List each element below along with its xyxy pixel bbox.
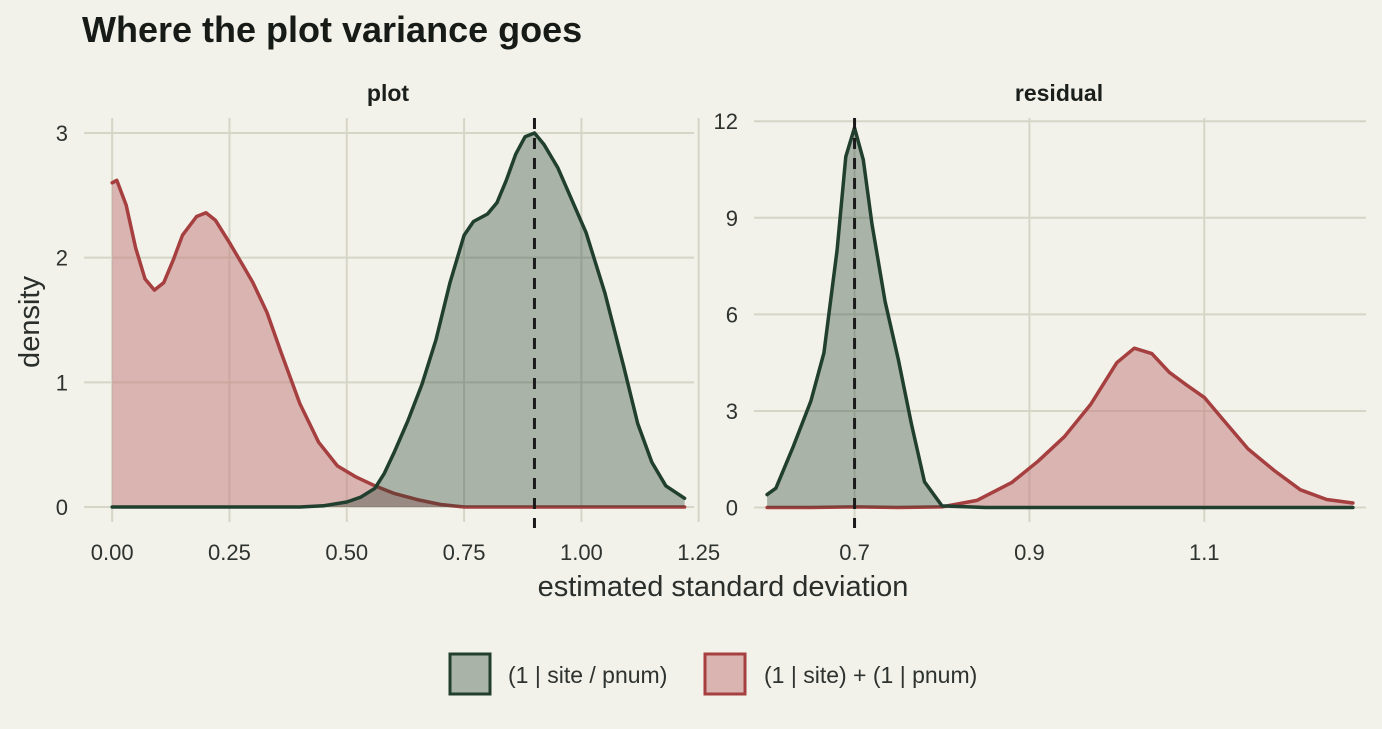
legend-label-nested: (1 | site / pnum) xyxy=(508,662,667,688)
x-tick-label: 0.00 xyxy=(91,540,134,565)
y-axis-title: density xyxy=(14,276,46,368)
x-tick-label: 1.1 xyxy=(1189,540,1220,565)
density-line-crossed xyxy=(765,346,1355,510)
density-area-crossed xyxy=(767,348,1353,508)
legend-key-crossed xyxy=(703,652,747,696)
density-line-nested xyxy=(110,131,687,509)
panel-residual: residual 0.7 0.9 1.1 0 3 6 9 12 xyxy=(714,80,1366,565)
x-tick-label: 0.75 xyxy=(443,540,486,565)
legend: (1 | site / pnum) (1 | site) + (1 | pnum… xyxy=(448,652,977,696)
density-area-nested xyxy=(112,133,685,507)
panel-plot: plot 0.00 0.25 0.50 0.75 1.00 1.25 0 1 2 3 xyxy=(56,80,720,565)
density-line-crossed xyxy=(110,178,687,509)
y-tick-label: 6 xyxy=(726,302,738,327)
x-tick-label: 1.00 xyxy=(560,540,603,565)
y-tick-label: 3 xyxy=(56,121,68,146)
y-tick-label: 0 xyxy=(726,496,738,521)
strip-label-residual: residual xyxy=(1015,80,1103,106)
y-tick-label: 0 xyxy=(56,495,68,520)
density-area-nested xyxy=(767,127,1353,508)
x-tick-label: 0.50 xyxy=(325,540,368,565)
density-line-nested xyxy=(765,125,1355,510)
y-tick-label: 12 xyxy=(714,109,738,134)
y-tick-label: 2 xyxy=(56,246,68,271)
strip-label-plot: plot xyxy=(367,80,409,106)
x-tick-label: 1.25 xyxy=(677,540,720,565)
density-area-crossed xyxy=(112,180,685,508)
chart-title: Where the plot variance goes xyxy=(82,9,582,50)
y-tick-label: 3 xyxy=(726,399,738,424)
x-tick-label: 0.9 xyxy=(1014,540,1045,565)
legend-key-nested xyxy=(448,652,492,696)
legend-label-crossed: (1 | site) + (1 | pnum) xyxy=(764,662,977,688)
y-tick-label: 1 xyxy=(56,370,68,395)
x-tick-label: 0.7 xyxy=(839,540,870,565)
y-tick-label: 9 xyxy=(726,206,738,231)
x-tick-label: 0.25 xyxy=(208,540,251,565)
x-axis-title: estimated standard deviation xyxy=(538,571,909,603)
